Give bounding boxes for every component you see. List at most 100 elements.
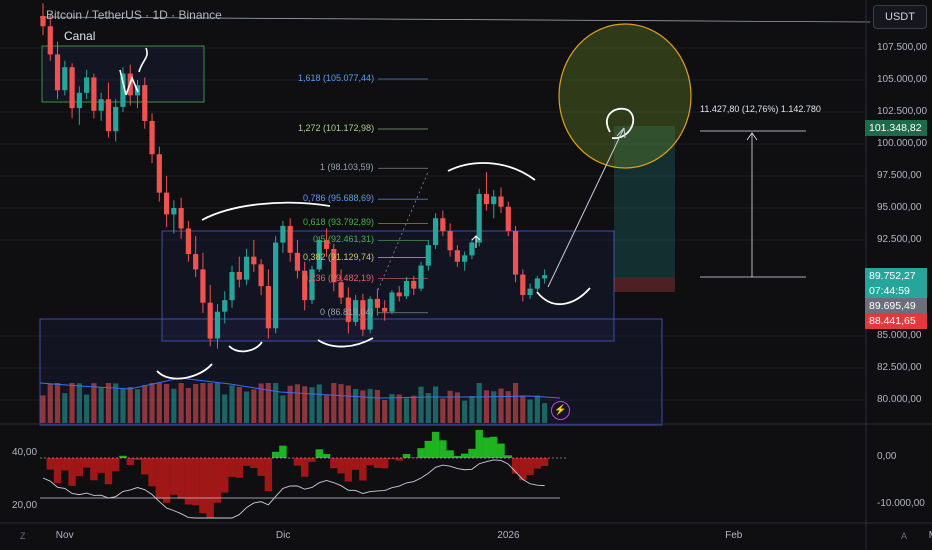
candle-body (214, 311, 221, 339)
volume-bar (222, 394, 228, 423)
candle-body (287, 225, 293, 253)
volume-bar (280, 395, 286, 423)
volume-bar (178, 383, 184, 423)
candle-body (491, 196, 497, 205)
candle-body (316, 240, 322, 270)
volume-bar (149, 383, 155, 423)
candle-body (105, 99, 112, 132)
zoom-corner-label[interactable]: Z (20, 531, 26, 541)
candle-body (483, 193, 490, 205)
candle-body (462, 255, 468, 262)
candle-body (447, 231, 453, 251)
volume-bar (323, 395, 330, 423)
target-circle[interactable] (558, 23, 692, 169)
lightning-icon[interactable]: ⚡ (551, 401, 570, 420)
candle-body (520, 274, 526, 296)
volume-bar (483, 390, 490, 423)
projection-arrow-head (616, 127, 626, 139)
volume-bar (127, 387, 133, 423)
candle-body (374, 298, 381, 308)
volume-bar (353, 389, 359, 423)
candle-body (178, 208, 184, 229)
candle-body (76, 92, 82, 109)
candle-body (498, 196, 504, 207)
candle-body (236, 272, 242, 280)
candle-body (294, 252, 301, 271)
long-position-stop-zone[interactable] (614, 277, 675, 292)
candle-body (251, 256, 257, 265)
price-axis-label: 107.500,00 (877, 42, 928, 53)
candle-body (512, 231, 519, 275)
volume-bar (156, 383, 162, 423)
volume-bar (91, 383, 97, 423)
volume-bar (462, 400, 468, 423)
volume-bar (454, 392, 460, 423)
volume-bar (98, 387, 104, 423)
candle-body (280, 225, 286, 243)
volume-bar (105, 383, 112, 423)
price-axis-label: 105.000,00 (877, 74, 928, 85)
volume-bar (418, 386, 424, 423)
indicator-label[interactable]: Canal (64, 29, 96, 43)
volume-bar (200, 383, 206, 423)
volume-bar (389, 394, 395, 423)
arc-bottom-3 (317, 337, 374, 348)
time-axis-label: Feb (725, 530, 743, 541)
candle-body (62, 67, 68, 91)
candle-body (323, 240, 330, 249)
fib-label: 0,618 (93.792,89) (303, 217, 375, 228)
price-axis-label: 80.000,00 (877, 394, 922, 405)
volume-bar (287, 385, 293, 423)
auto-scale-corner-label[interactable]: A (901, 531, 908, 541)
candle-body (309, 269, 315, 301)
oscillator-axis-label: -10.000,00 (877, 498, 925, 509)
volume-bars (40, 383, 548, 423)
time-axis-label: Mar (929, 530, 932, 541)
fib-label: 0,786 (95.688,69) (303, 193, 375, 204)
candle-body (171, 208, 177, 215)
candle-body (222, 300, 228, 312)
currency-button[interactable]: USDT (873, 5, 927, 29)
candle-body (113, 106, 119, 132)
volume-bar (185, 388, 191, 423)
volume-bar (382, 400, 388, 423)
candle-body (229, 272, 235, 301)
volume-moving-average (39, 377, 561, 399)
time-axis-label: Dic (275, 530, 291, 541)
candle-body (156, 154, 162, 193)
volume-bar (171, 388, 177, 423)
price-axis-label: 102.500,00 (877, 106, 928, 117)
volume-bar (520, 395, 526, 423)
candle-body (425, 245, 431, 266)
candle-body (396, 292, 402, 297)
fib-label: 1,272 (101.172,98) (298, 122, 375, 133)
symbol-title[interactable]: Bitcoin / TetherUS · 1D · Binance (46, 8, 222, 22)
candle-body (258, 264, 264, 287)
long-position-profit-zone[interactable] (614, 126, 675, 277)
volume-bar (47, 383, 53, 423)
candle-body (47, 26, 53, 55)
volume-bar (163, 384, 170, 423)
volume-bar (265, 383, 271, 423)
volume-bar (316, 384, 322, 423)
price-axis-label: 97.500,00 (877, 170, 922, 181)
volume-bar (498, 388, 504, 423)
volume-bar (84, 394, 90, 423)
countdown-tag: 07:44:59 (865, 283, 927, 300)
candle-body (382, 307, 388, 312)
volume-bar (302, 386, 308, 423)
volume-bar (403, 398, 410, 423)
volume-bar (62, 393, 68, 423)
candle-body (163, 192, 170, 215)
candle-body (432, 218, 439, 246)
candle-body (142, 85, 148, 121)
price-axis-label: 95.000,00 (877, 202, 922, 213)
candle-body (534, 278, 540, 289)
candle-body (360, 300, 366, 330)
volume-bar (512, 383, 519, 423)
projection-arrow (547, 127, 625, 288)
volume-bar (432, 386, 439, 423)
volume-bar (505, 391, 511, 423)
price-axis-label: 85.000,00 (877, 330, 922, 341)
